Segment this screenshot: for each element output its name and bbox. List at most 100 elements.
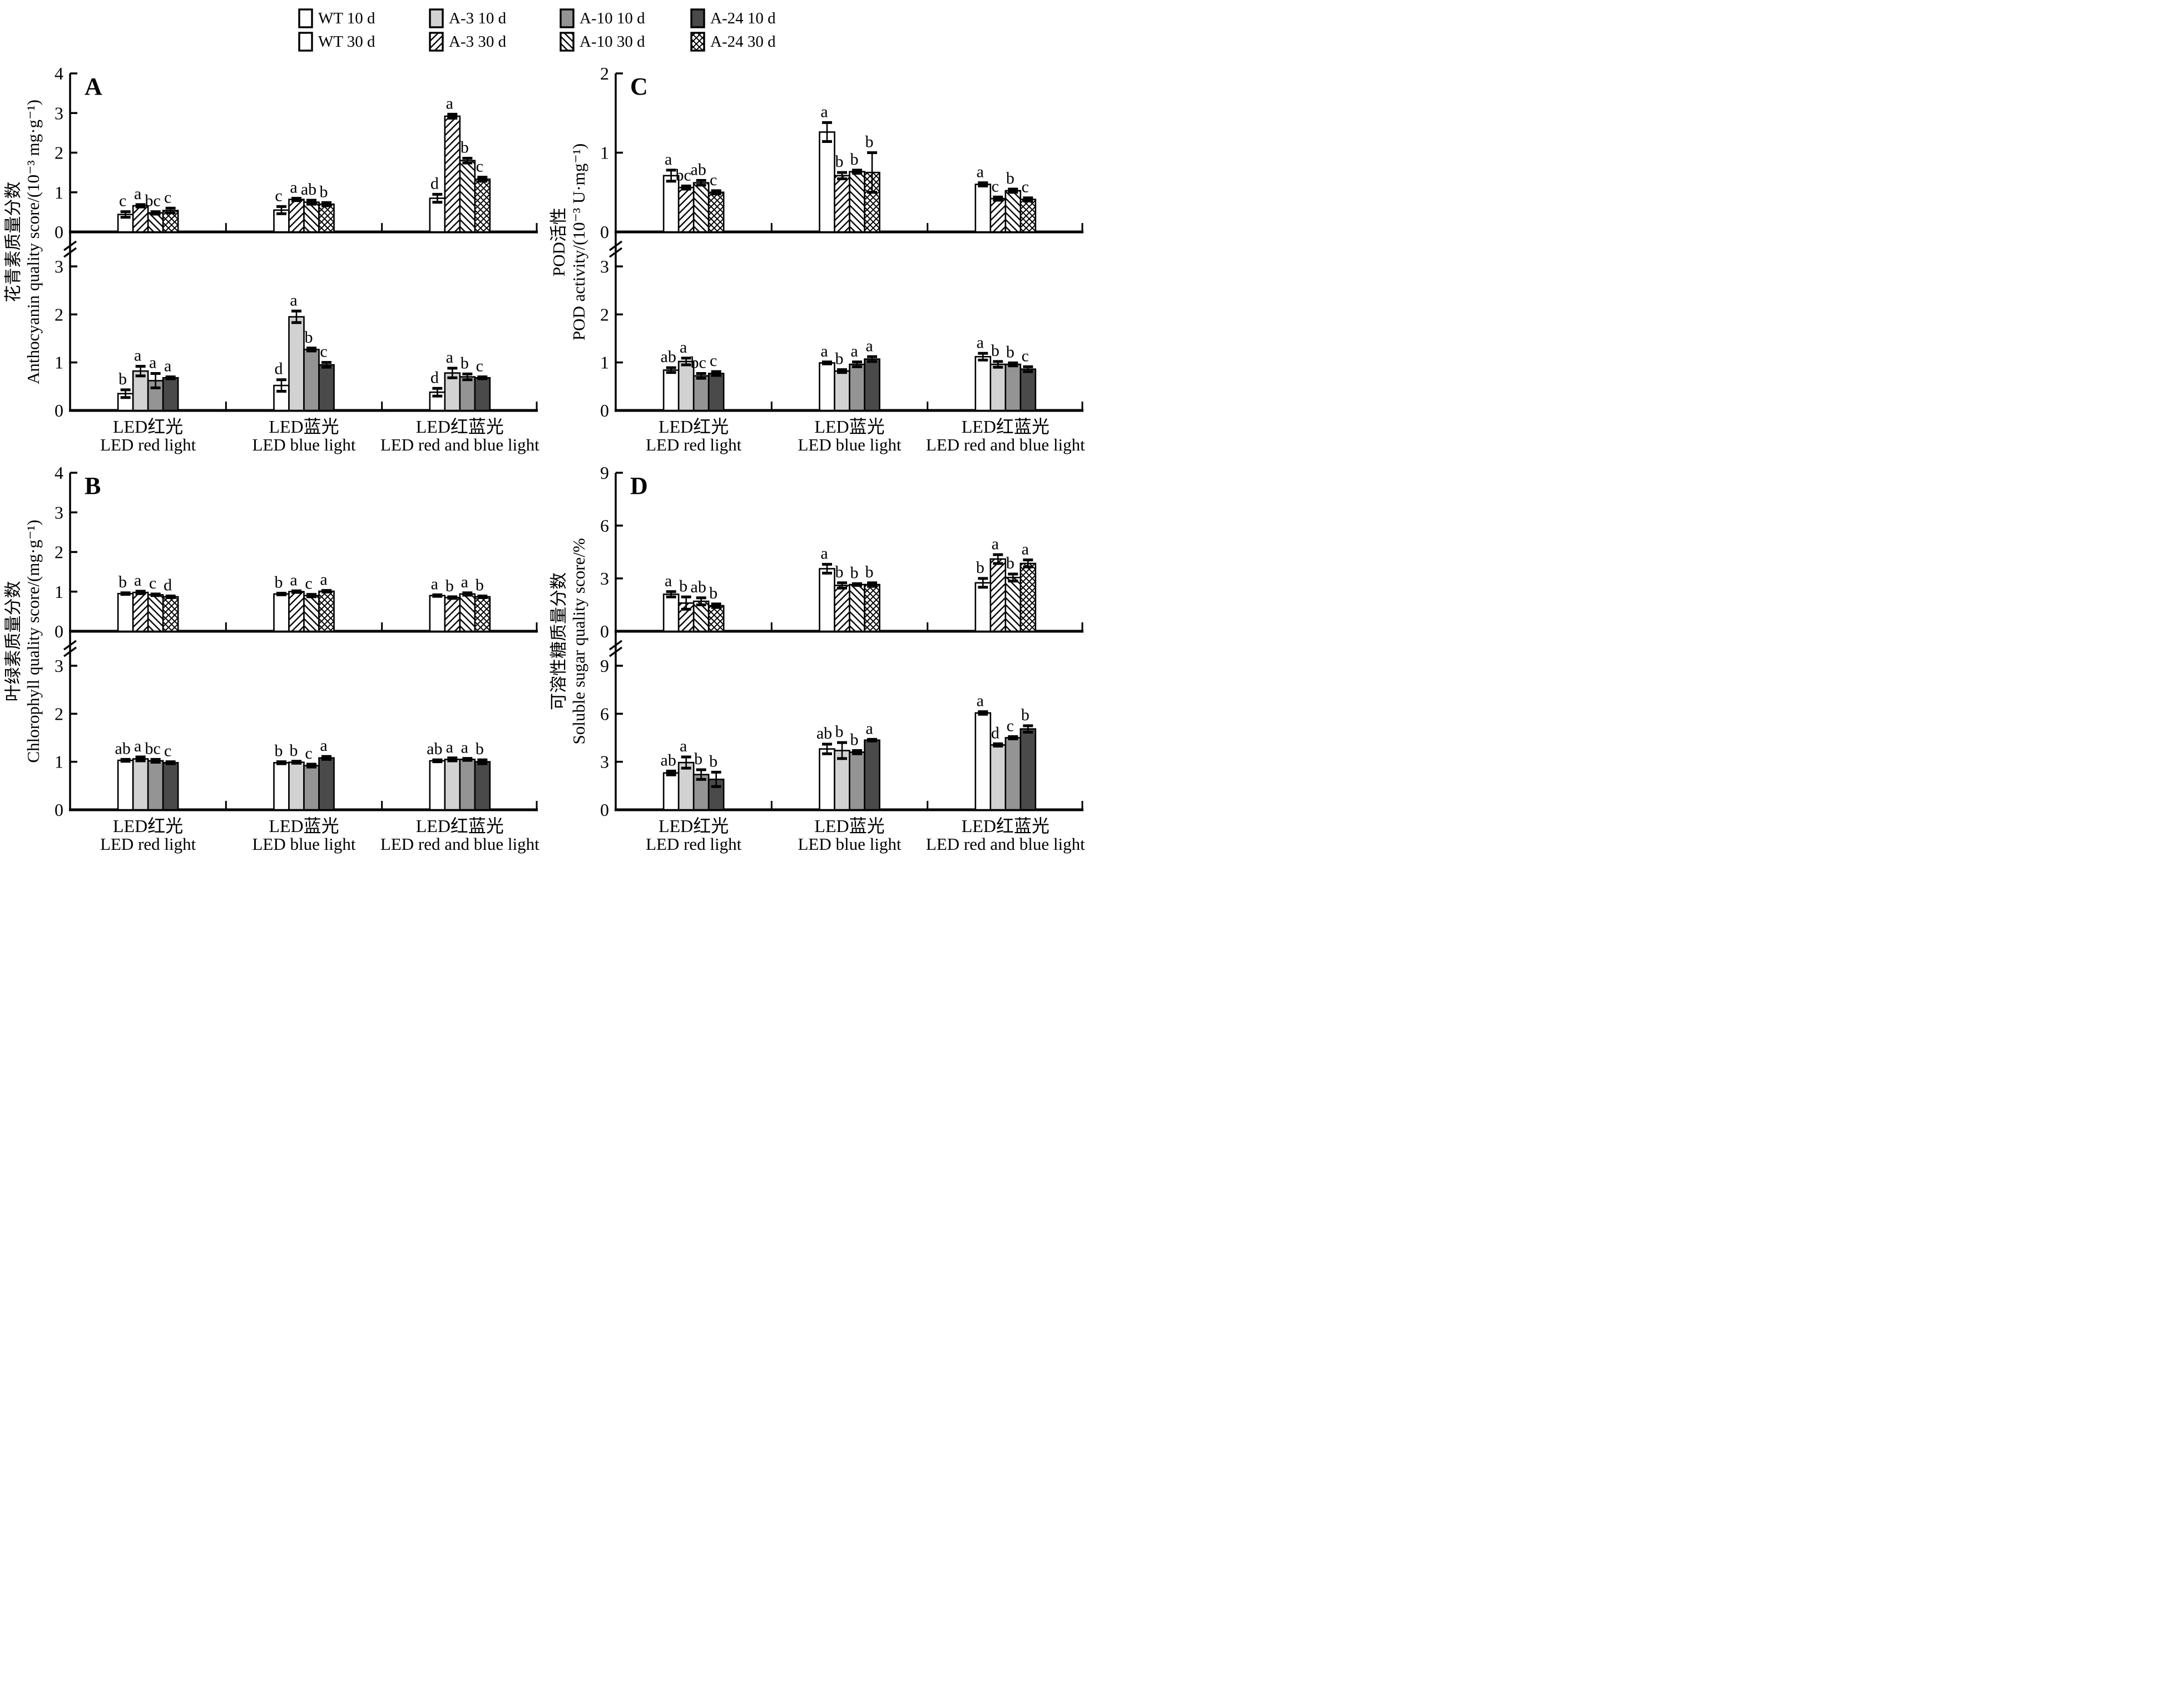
significance-letter: a	[680, 338, 687, 357]
bar-wt-30-d	[662, 593, 680, 632]
y-tick-label: 9	[600, 463, 609, 483]
significance-letter: b	[835, 722, 844, 741]
significance-letter: c	[275, 186, 282, 205]
significance-letter: c	[320, 343, 327, 361]
significance-letter: ab	[301, 180, 316, 199]
bar-wt-10-d	[662, 369, 680, 412]
y-tick-label: 1	[55, 752, 63, 772]
bar-a-3-10-d	[677, 761, 695, 811]
bar-wt-30-d	[273, 593, 290, 632]
bar-wt-10-d	[819, 748, 835, 811]
bar-a-3-30-d	[834, 585, 850, 632]
panel-B: 0 1 2 3 4 b b a a a b c c a d a b B 0 1 2 3 ab b ab a b a bc c a c a b LED…	[3, 456, 549, 855]
x-group-label-en: LED red and blue light	[926, 834, 1085, 854]
significance-letter: a	[992, 534, 999, 553]
significance-letter: b	[476, 576, 484, 595]
y-tick-label: 1	[600, 143, 609, 163]
panel-C: 0 1 2 a a a bc b c ab b b c b c C 0 1 2 3 ab a a a b b bc a b c a c LED红…	[549, 57, 1095, 456]
legend-item-wt-30d: WT 30 d	[298, 32, 429, 52]
significance-letter: a	[290, 178, 297, 196]
y-tick-label: 4	[55, 63, 63, 83]
bar-a-24-30-d	[318, 590, 335, 632]
bar-a-10-30-d	[459, 593, 476, 632]
y-tick-label: 3	[55, 256, 63, 276]
y-tick-label: 0	[55, 400, 63, 420]
panel-letter: C	[630, 73, 648, 100]
significance-letter: b	[275, 742, 283, 760]
significance-letter: a	[977, 333, 984, 351]
y-tick-label: 3	[600, 568, 609, 588]
bar-a-24-10-d	[474, 377, 491, 412]
legend-label: WT 30 d	[318, 32, 375, 51]
panel-A: 0 1 2 3 4 c c d a a a bc ab b c b c A 0 1 2 3 b d d a a a a b b a c c LED红…	[3, 57, 549, 456]
significance-letter: b	[850, 150, 859, 169]
significance-letter: c	[305, 744, 312, 763]
significance-letter: b	[320, 182, 328, 201]
bar-a-24-30-d	[1019, 199, 1037, 233]
bar-a-10-10-d	[692, 375, 710, 412]
axis-break-icon	[608, 240, 623, 251]
legend-swatch-icon	[690, 8, 705, 28]
significance-letter: d	[991, 724, 999, 742]
x-group-label-cn: LED红光	[659, 417, 729, 437]
bar-wt-10-d	[974, 712, 992, 811]
significance-letter: a	[665, 150, 672, 169]
bar-wt-30-d	[429, 197, 446, 233]
bar-a-24-30-d	[474, 596, 491, 632]
significance-letter: b	[835, 152, 844, 171]
axis-break-icon	[608, 247, 623, 258]
significance-letter: c	[164, 188, 171, 206]
significance-letter: a	[446, 348, 453, 367]
significance-letter: b	[976, 558, 984, 577]
x-group-label-cn: LED红蓝光	[416, 816, 504, 836]
y-tick-label: 3	[600, 256, 609, 276]
legend-item-a10-30d: A-10 30 d	[560, 32, 690, 52]
x-group-label-cn: LED红光	[113, 417, 183, 437]
significance-letter: ab	[115, 739, 131, 758]
significance-letter: b	[461, 138, 469, 156]
y-axis-label-cn: 可溶性糖质量分数	[549, 572, 568, 710]
legend-swatch-icon	[429, 32, 444, 52]
bar-wt-30-d	[819, 131, 835, 233]
bar-a-10-30-d	[692, 182, 710, 233]
axis-break-icon	[608, 640, 623, 651]
bar-a-10-30-d	[459, 160, 476, 233]
y-tick-label: 4	[55, 463, 63, 483]
significance-letter: d	[430, 368, 439, 387]
bar-a-3-30-d	[989, 197, 1007, 233]
bar-a-3-30-d	[834, 175, 850, 233]
significance-letter: b	[835, 563, 844, 581]
significance-letter: d	[430, 174, 439, 192]
significance-letter: a	[164, 357, 171, 375]
bar-a-24-10-d	[162, 377, 179, 412]
bar-a-3-10-d	[132, 758, 149, 811]
bar-a-24-10-d	[474, 761, 491, 811]
legend-label: WT 10 d	[318, 9, 375, 27]
significance-letter: a	[461, 573, 468, 591]
x-group-label-en: LED blue light	[798, 435, 902, 454]
bar-a-10-10-d	[459, 376, 476, 412]
significance-letter: ab	[661, 348, 676, 366]
significance-letter: c	[1007, 716, 1014, 735]
significance-letter: c	[992, 177, 999, 195]
bar-a-10-30-d	[849, 583, 865, 632]
bar-a-24-10-d	[864, 739, 880, 811]
panel-letter: B	[85, 472, 101, 499]
legend-item-a3-10d: A-3 10 d	[429, 8, 560, 28]
x-group-label-en: LED blue light	[253, 435, 356, 454]
significance-letter: b	[679, 577, 687, 595]
significance-letter: b	[709, 584, 717, 602]
significance-letter: b	[461, 354, 469, 372]
significance-letter: ab	[691, 160, 706, 179]
significance-letter: a	[665, 572, 672, 590]
panel-D: 0 3 6 9 a a b b b a ab b b b b a D 0 3 6 9 ab ab a a b d b b c b a b LED红…	[549, 456, 1095, 855]
bar-wt-10-d	[662, 772, 680, 811]
significance-letter: a	[320, 736, 327, 755]
legend-item-a24-30d: A-24 30 d	[690, 32, 821, 52]
bar-wt-30-d	[117, 593, 134, 632]
x-group-label-cn: LED蓝光	[814, 816, 884, 836]
significance-letter: a	[134, 346, 141, 365]
